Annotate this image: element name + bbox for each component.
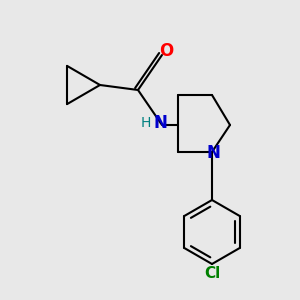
Text: Cl: Cl bbox=[204, 266, 220, 281]
Text: N: N bbox=[153, 114, 167, 132]
Text: N: N bbox=[206, 144, 220, 162]
Text: H: H bbox=[141, 116, 151, 130]
Text: O: O bbox=[159, 42, 173, 60]
